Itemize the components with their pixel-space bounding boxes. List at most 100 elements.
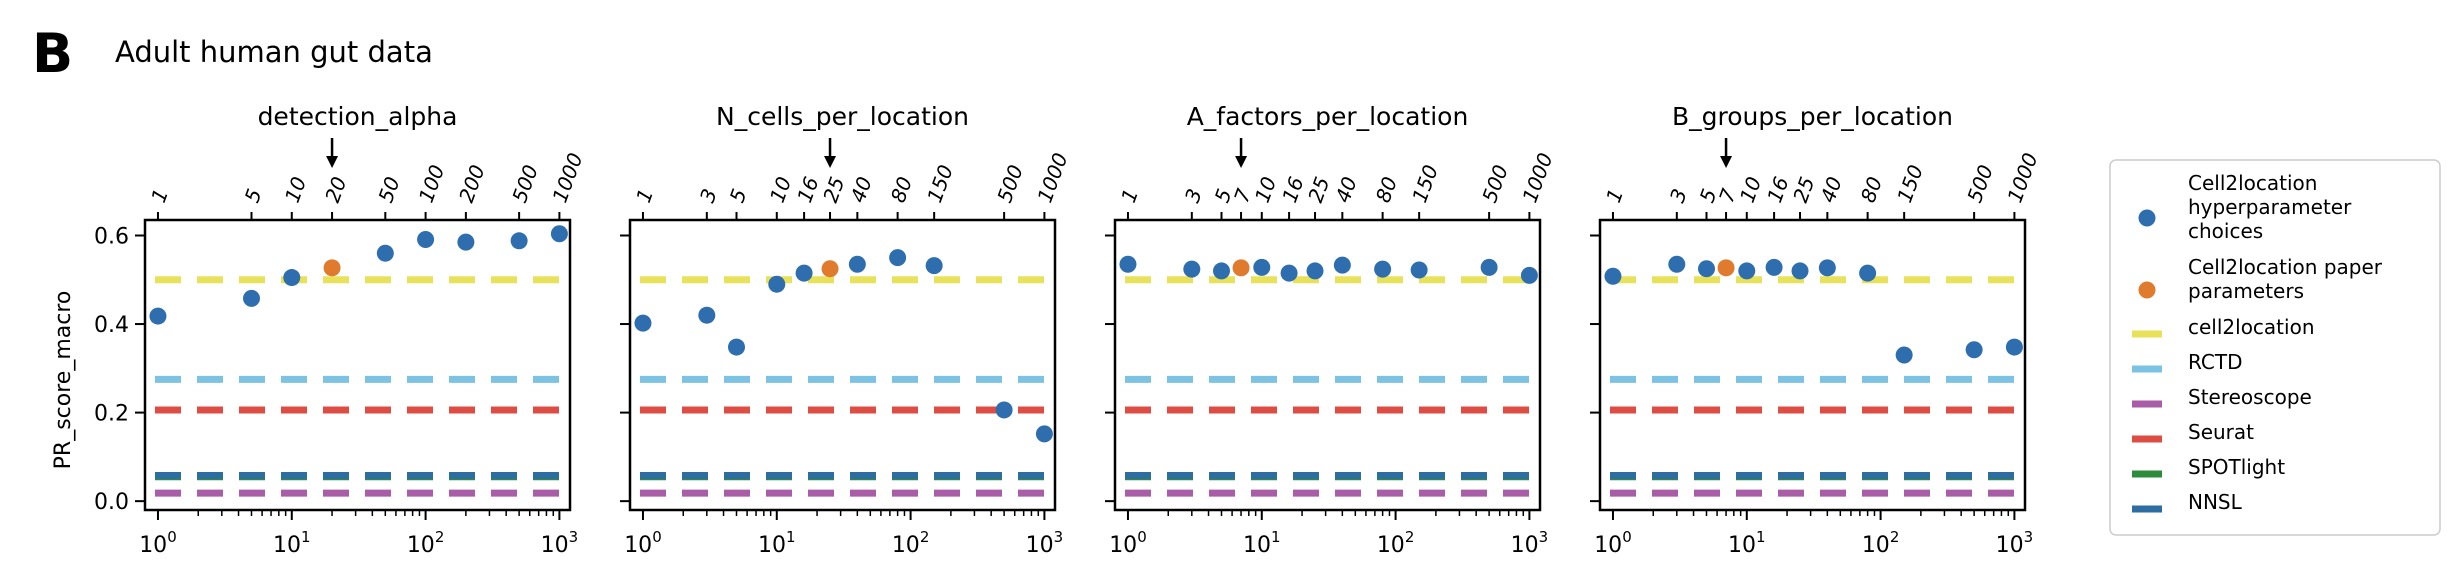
hyper-point — [550, 225, 568, 243]
default-arrow-head — [326, 156, 339, 168]
hyper-point — [1306, 262, 1324, 280]
hyper-point — [1520, 266, 1538, 284]
hyper-point — [1791, 262, 1809, 280]
panel-title: N_cells_per_location — [716, 102, 969, 131]
x-tick-label: 100 — [624, 528, 662, 558]
hyper-point — [1333, 256, 1351, 274]
top-tick-label: 1 — [1116, 186, 1143, 206]
hyper-point — [1965, 341, 1983, 359]
default-arrow-head — [1720, 156, 1733, 168]
axes-frame — [1113, 218, 1542, 512]
top-tick-label: 16 — [1762, 174, 1793, 206]
legend-label-NNSL: NNSL — [2188, 490, 2243, 514]
y-tick-label: 0.6 — [94, 224, 129, 249]
hyper-point — [1668, 255, 1686, 273]
top-tick-label: 150 — [1407, 162, 1443, 206]
hyper-point — [242, 289, 260, 307]
top-tick-label: 100 — [414, 162, 450, 206]
hyper-point — [1410, 261, 1428, 279]
top-tick-label: 1 — [631, 186, 658, 206]
hyper-point — [925, 257, 943, 275]
axes-frame — [628, 218, 1057, 512]
hyper-point — [1859, 264, 1877, 282]
x-tick-label: 100 — [139, 528, 177, 558]
hyper-point — [1818, 259, 1836, 277]
top-tick-label: 25 — [1303, 174, 1334, 206]
top-tick-label: 1 — [146, 186, 173, 206]
legend-marker-paper — [2138, 281, 2156, 299]
legend-label-paper: Cell2location paper parameters — [2188, 255, 2383, 303]
hyper-point — [1280, 264, 1298, 282]
hyper-point — [1895, 346, 1913, 364]
x-tick-label: 100 — [1594, 528, 1632, 558]
top-tick-label: 500 — [992, 162, 1028, 206]
top-tick-label: 5 — [240, 186, 267, 206]
legend-label-Stereoscope: Stereoscope — [2188, 385, 2312, 409]
x-tick-label: 101 — [758, 528, 796, 558]
hyper-point — [1480, 258, 1498, 276]
y-axis-label: PR_score_macro — [51, 291, 76, 470]
top-tick-label: 20 — [320, 174, 351, 206]
y-tick-label: 0.0 — [94, 490, 129, 515]
hyper-point — [1212, 262, 1230, 280]
hyper-point — [1738, 262, 1756, 280]
top-tick-label: 5 — [725, 186, 752, 206]
default-arrow-head — [824, 156, 837, 168]
hyper-point — [889, 249, 907, 267]
x-tick-label: 103 — [1026, 528, 1064, 558]
x-tick-label: 102 — [892, 528, 930, 558]
hyper-point — [634, 314, 652, 332]
x-tick-label: 102 — [1862, 528, 1900, 558]
hyper-point — [417, 230, 435, 248]
hyper-point — [1374, 260, 1392, 278]
hyper-point — [510, 232, 528, 250]
top-tick-label: 500 — [1477, 162, 1513, 206]
top-tick-label: 40 — [1330, 174, 1361, 206]
top-tick-label: 16 — [792, 174, 823, 206]
axes-frame — [1598, 218, 2027, 512]
top-tick-label: 1 — [1601, 186, 1628, 206]
hyper-point — [1253, 258, 1271, 276]
paper-point — [821, 260, 839, 278]
top-tick-label: 1000 — [1033, 150, 1073, 206]
x-tick-label: 103 — [1511, 528, 1549, 558]
figure-title: Adult human gut data — [115, 35, 433, 69]
legend-label-cell2location: cell2location — [2188, 315, 2315, 339]
top-tick-label: 10 — [1735, 174, 1766, 206]
top-tick-label: 500 — [1962, 162, 1998, 206]
top-tick-label: 1000 — [548, 150, 588, 206]
top-tick-label: 3 — [695, 186, 722, 206]
legend-label-RCTD: RCTD — [2188, 350, 2242, 374]
panel-title: B_groups_per_location — [1672, 102, 1953, 131]
top-tick-label: 80 — [886, 174, 917, 206]
top-tick-label: 3 — [1180, 186, 1207, 206]
top-tick-label: 80 — [1856, 174, 1887, 206]
top-tick-label: 25 — [1788, 174, 1819, 206]
paper-point — [1232, 259, 1250, 277]
top-tick-label: 1000 — [2003, 150, 2043, 206]
hyper-point — [457, 233, 475, 251]
panel-title: A_factors_per_location — [1187, 102, 1469, 131]
hyper-point — [995, 401, 1013, 419]
legend-frame — [2109, 159, 2441, 536]
top-tick-label: 40 — [1815, 174, 1846, 206]
hyper-point — [2005, 338, 2023, 356]
top-tick-label: 50 — [373, 174, 404, 206]
top-tick-label: 10 — [765, 174, 796, 206]
legend-label-SPOTlight: SPOTlight — [2188, 455, 2285, 479]
hyper-point — [1035, 425, 1053, 443]
x-tick-label: 103 — [541, 528, 579, 558]
top-tick-label: 25 — [818, 174, 849, 206]
hyper-point — [795, 264, 813, 282]
top-tick-label: 10 — [280, 174, 311, 206]
x-tick-label: 100 — [1109, 528, 1147, 558]
y-tick-label: 0.4 — [94, 313, 129, 338]
hyper-point — [727, 338, 745, 356]
legend-label-hyper: Cell2location hyperparameter choices — [2188, 171, 2352, 243]
hyper-point — [149, 307, 167, 325]
top-tick-label: 500 — [507, 162, 543, 206]
